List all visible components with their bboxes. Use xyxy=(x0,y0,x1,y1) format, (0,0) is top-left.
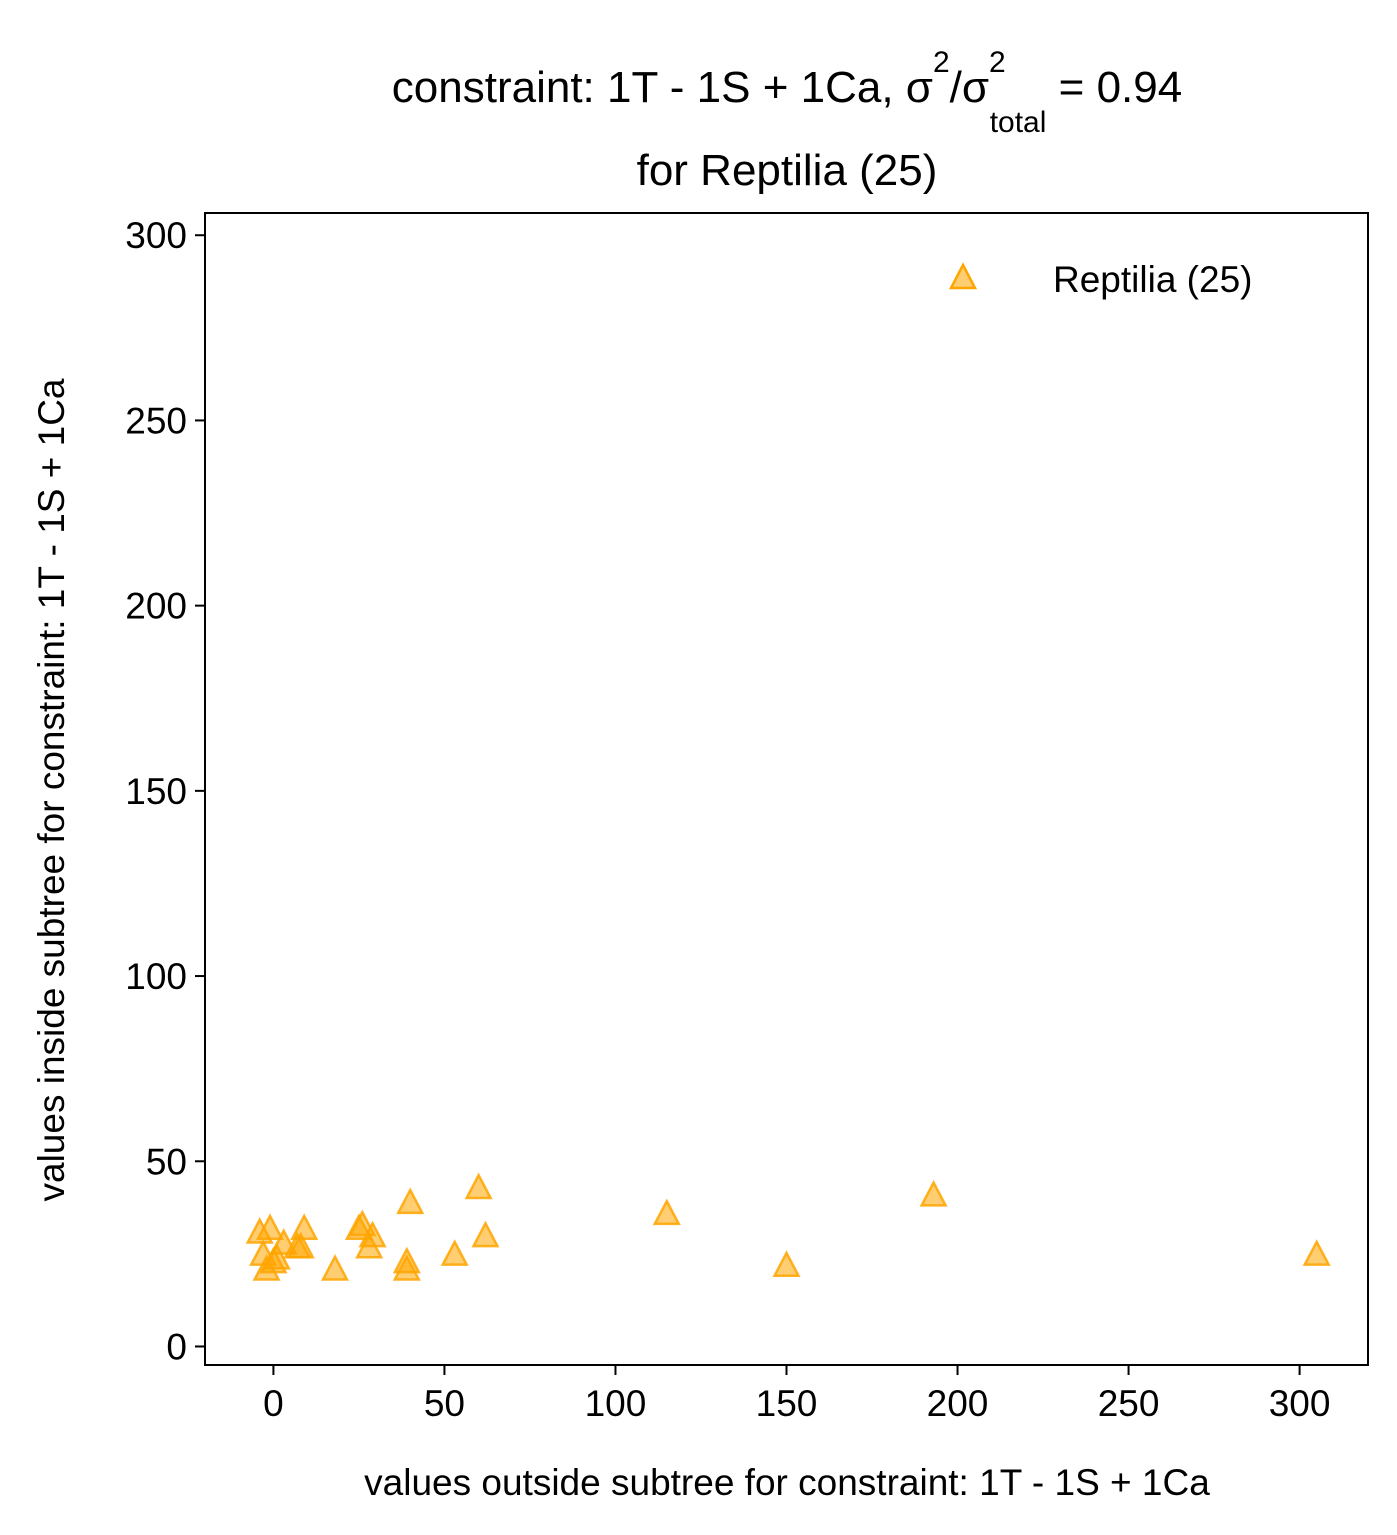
x-tick-label: 150 xyxy=(756,1383,818,1424)
title-slash: /σ xyxy=(950,63,989,112)
data-point xyxy=(290,1213,319,1240)
y-axis-label: values inside subtree for constraint: 1T… xyxy=(31,378,72,1201)
y-tick-label: 0 xyxy=(166,1326,187,1367)
y-tick-label: 300 xyxy=(125,215,187,256)
data-point xyxy=(262,1242,291,1270)
data-point xyxy=(471,1220,500,1248)
y-tick-label: 50 xyxy=(146,1141,187,1182)
x-tick-label: 100 xyxy=(585,1383,647,1424)
y-tick-label: 100 xyxy=(125,956,187,997)
title-value: = 0.94 xyxy=(1046,63,1182,112)
title-main: constraint: 1T - 1S + 1Ca, σ xyxy=(392,63,933,112)
data-point xyxy=(358,1220,387,1248)
data-point xyxy=(772,1250,801,1278)
x-axis-ticks: 0 50 100 150 200 250 300 xyxy=(263,1365,1330,1424)
data-point xyxy=(286,1231,315,1259)
x-tick-label: 250 xyxy=(1098,1383,1160,1424)
scatter-points xyxy=(245,1172,1331,1281)
x-tick-label: 200 xyxy=(927,1383,989,1424)
legend-label: Reptilia (25) xyxy=(1053,259,1252,300)
x-tick-label: 50 xyxy=(424,1383,465,1424)
data-point xyxy=(396,1187,425,1215)
x-tick-label: 300 xyxy=(1269,1383,1331,1424)
chart-subtitle: for Reptilia (25) xyxy=(637,146,938,195)
legend-marker-triangle-icon xyxy=(948,262,978,290)
data-point xyxy=(464,1172,493,1200)
data-point xyxy=(320,1254,350,1281)
x-tick-label: 0 xyxy=(263,1383,284,1424)
title-sub: total xyxy=(990,106,1047,139)
title-sup-1: 2 xyxy=(933,46,950,79)
data-point xyxy=(255,1213,285,1240)
data-point xyxy=(652,1198,681,1226)
title-sup-2: 2 xyxy=(989,46,1006,79)
x-axis-label: values outside subtree for constraint: 1… xyxy=(364,1462,1210,1503)
legend: Reptilia (25) xyxy=(948,259,1252,300)
y-tick-label: 200 xyxy=(125,586,187,627)
y-axis-ticks: 0 50 100 150 200 250 300 xyxy=(125,215,205,1367)
y-tick-label: 150 xyxy=(125,771,187,812)
chart-title: constraint: 1T - 1S + 1Ca, σ2/σ2 total = … xyxy=(392,46,1182,139)
data-point xyxy=(440,1239,469,1266)
data-point xyxy=(1302,1239,1331,1266)
plot-area-frame xyxy=(204,212,1369,1366)
data-point xyxy=(919,1179,948,1207)
data-point xyxy=(392,1254,421,1281)
y-tick-label: 250 xyxy=(125,400,187,441)
